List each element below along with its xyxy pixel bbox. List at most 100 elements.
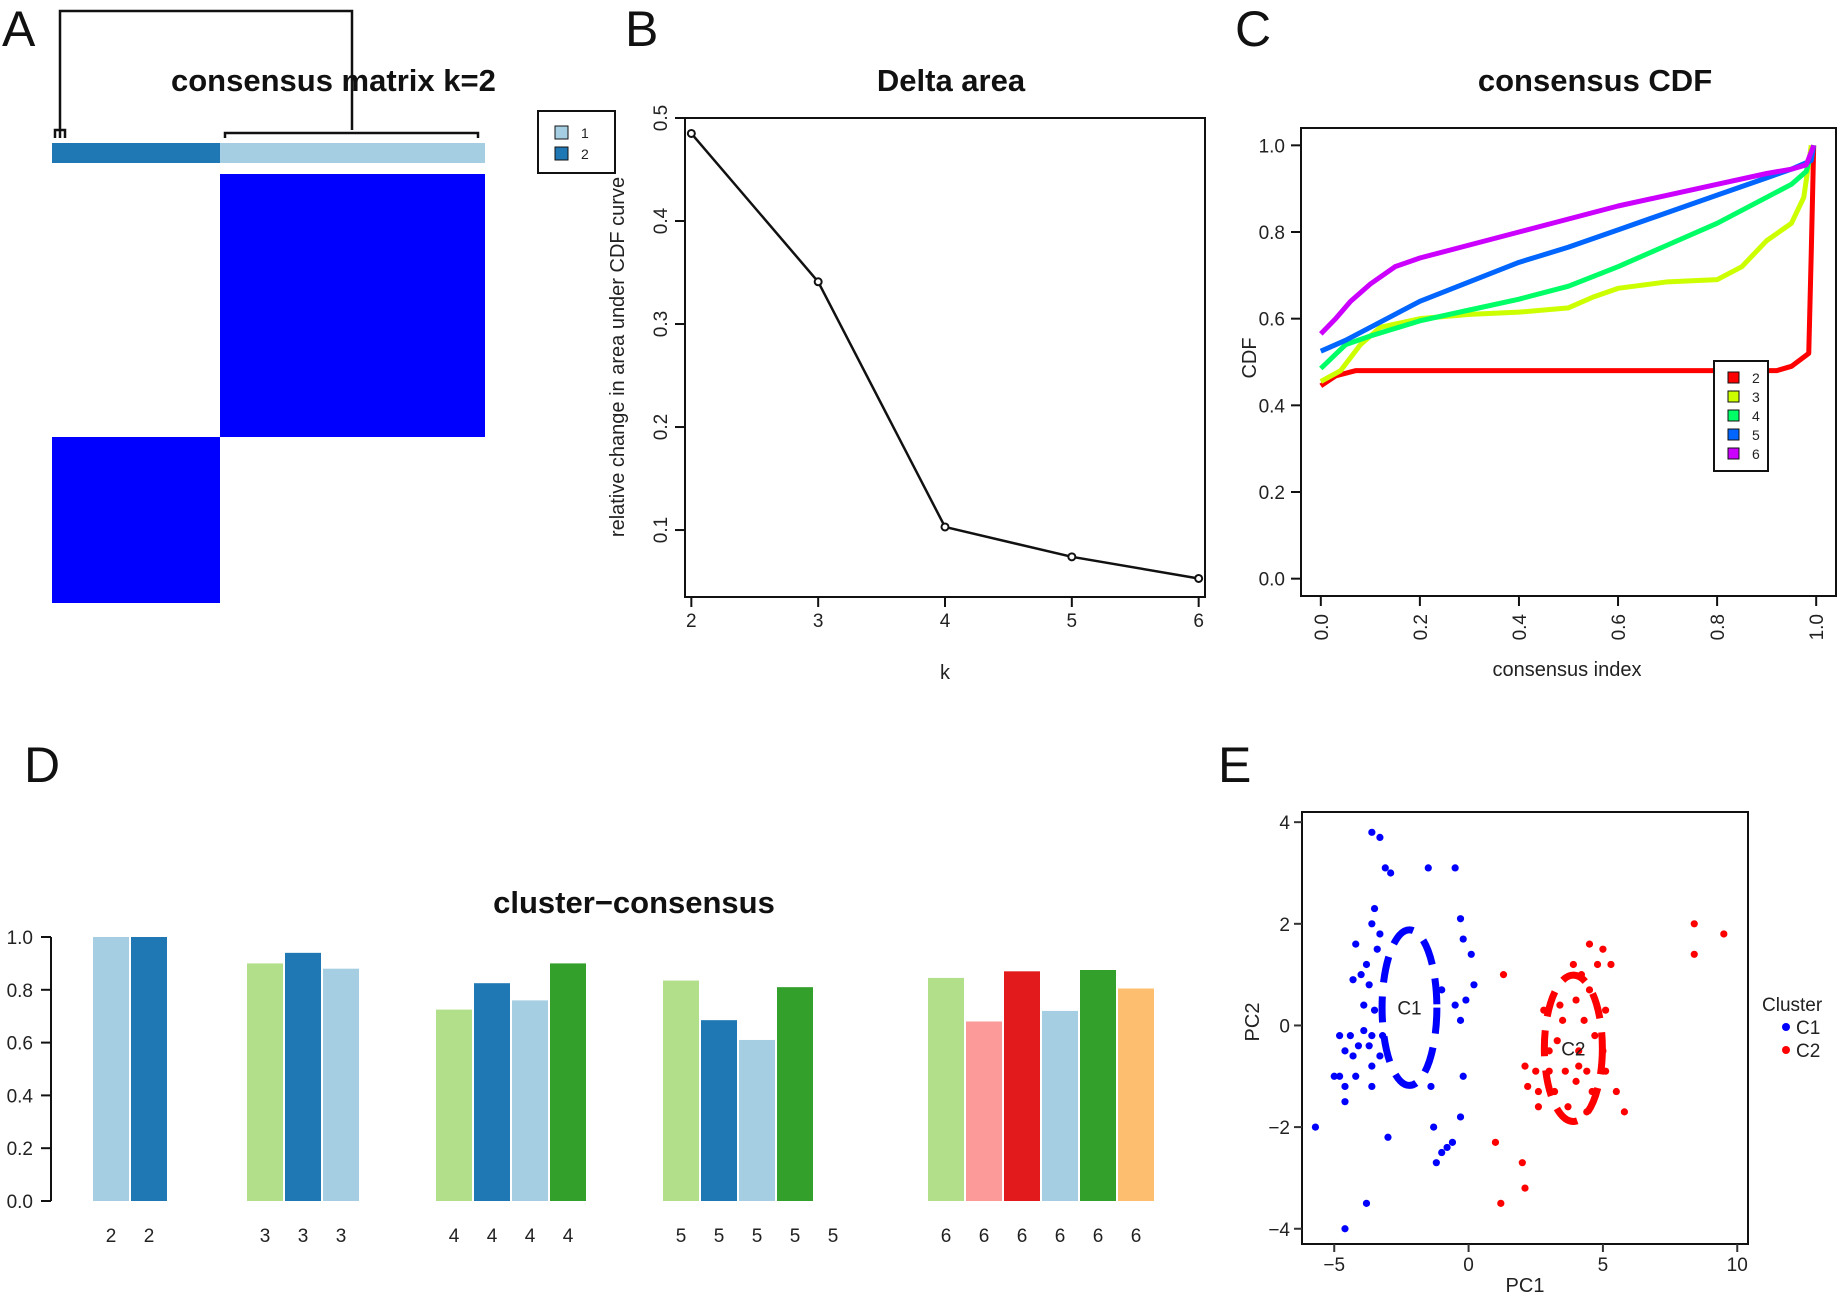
pca-point-c2	[1491, 1138, 1500, 1146]
pca-point-c2	[1575, 1047, 1583, 1055]
pca-point-c1	[1430, 1123, 1438, 1131]
pca-point-c1	[1357, 971, 1365, 979]
delta-area-ytick-label: 0.2	[651, 414, 672, 440]
pca-point-c2	[1585, 940, 1594, 948]
pca-point-c1	[1459, 1072, 1467, 1080]
consensus-bar-label: 5	[828, 1226, 839, 1247]
pca-point-c2	[1524, 1082, 1532, 1091]
pca-point-c2	[1585, 986, 1594, 994]
consensus-bar-k5	[777, 987, 813, 1201]
consensus-matrix-title: consensus matrix k=2	[171, 63, 496, 98]
pca-point-c2	[1545, 1067, 1553, 1075]
pca-point-c2	[1607, 960, 1615, 969]
legend-box	[537, 110, 616, 174]
pca-point-c2	[1518, 1159, 1526, 1167]
pca-point-c1	[1438, 1148, 1446, 1157]
consensus-bar-label: 6	[1055, 1226, 1066, 1247]
delta-area-xtick-label: 3	[813, 611, 824, 632]
pca-ytick-label: −4	[1268, 1220, 1290, 1241]
consensus-block-cluster-1	[220, 174, 485, 437]
delta-area-xlabel: k	[940, 662, 951, 684]
pca-point-c1	[1362, 960, 1371, 969]
consensus-bar-label: 6	[1131, 1226, 1142, 1247]
pca-point-c2	[1499, 971, 1508, 979]
cdf-ytick-label: 0.0	[1259, 570, 1285, 591]
pca-point-c1	[1365, 981, 1373, 989]
pca-point-c1	[1368, 920, 1376, 928]
delta-area-ytick-label: 0.3	[651, 311, 672, 337]
pca-point-c1	[1341, 1098, 1349, 1106]
consensus-bar-k6	[1118, 988, 1154, 1201]
cluster-consensus-panel: cluster−consensus 0.0 0.2 0.4 0.6 0.8 1.0 2 2 3…	[7, 885, 1154, 1247]
pca-point-c1	[1354, 1042, 1363, 1050]
pca-ytick-label: 0	[1279, 1016, 1290, 1037]
pca-point-c1	[1451, 864, 1459, 872]
pca-point-c1	[1360, 1026, 1368, 1035]
delta-area-ytick-label: 0.4	[651, 207, 672, 234]
consensus-cdf-xlabel: consensus index	[1493, 659, 1642, 681]
pca-xtick-label: 10	[1727, 1255, 1748, 1276]
cdf-ytick-label: 0.6	[1259, 310, 1285, 331]
consensus-matrix-panel: consensus matrix k=2 1 2	[52, 9, 616, 603]
consensus-bar-k3	[247, 963, 283, 1201]
cluster-annotation-2	[52, 143, 220, 163]
pca-point-c2	[1602, 1067, 1610, 1075]
consensus-bar-label: 6	[1017, 1226, 1028, 1247]
pca-point-c2	[1588, 1087, 1596, 1096]
pca-point-c2	[1564, 1103, 1572, 1111]
cdf-xtick-label: 0.0	[1312, 614, 1333, 640]
pca-point-c1	[1432, 1159, 1440, 1167]
delta-area-point	[813, 277, 823, 287]
consensus-bar-label: 5	[714, 1226, 725, 1247]
cluster-consensus-ytick-label: 0.4	[7, 1086, 34, 1107]
pca-point-c2	[1521, 1184, 1529, 1192]
pca-point-c1	[1376, 1052, 1384, 1060]
pca-point-c1	[1424, 864, 1432, 872]
pca-xtick-label: −5	[1323, 1255, 1345, 1276]
pca-point-c1	[1349, 976, 1357, 984]
consensus-bar-label: 4	[563, 1226, 574, 1247]
cdf-ytick-label: 0.4	[1259, 396, 1286, 417]
consensus-cdf-plot-frame	[1300, 127, 1837, 597]
pca-point-c2	[1720, 930, 1728, 938]
cdf-ytick-label: 0.8	[1259, 223, 1285, 244]
cdf-ytick-label: 1.0	[1259, 136, 1285, 157]
legend-label-1: 1	[581, 125, 589, 141]
pca-point-c1	[1448, 1138, 1457, 1146]
cdf-legend-label-k3: 3	[1752, 389, 1760, 405]
pca-point-c2	[1599, 1047, 1607, 1055]
pca-point-c1	[1336, 1072, 1344, 1080]
consensus-bar-k6	[1080, 970, 1116, 1201]
consensus-bar-label: 4	[487, 1226, 498, 1247]
cdf-legend-box	[1713, 360, 1769, 472]
pca-legend-dot-c2	[1782, 1046, 1790, 1054]
pca-center-label-c1: C1	[1397, 999, 1421, 1020]
pca-point-c2	[1534, 1103, 1543, 1111]
pca-point-c2	[1599, 945, 1607, 953]
pca-point-c1	[1352, 1072, 1360, 1080]
consensus-bar-label: 3	[260, 1226, 271, 1247]
delta-area-point	[686, 128, 696, 138]
pca-point-c2	[1497, 1199, 1505, 1207]
cdf-legend-label-k5: 5	[1752, 427, 1760, 443]
pca-point-c1	[1379, 1032, 1387, 1040]
delta-area-xtick-label: 5	[1067, 611, 1078, 632]
pca-point-c1	[1365, 1042, 1373, 1050]
cdf-legend-label-k4: 4	[1752, 408, 1760, 424]
cdf-xtick-label: 0.8	[1708, 614, 1729, 640]
consensus-block-cluster-2	[52, 437, 220, 603]
consensus-bar-label: 3	[336, 1226, 347, 1247]
pca-point-c1	[1381, 864, 1389, 872]
pca-point-c1	[1459, 935, 1467, 943]
consensus-bar-label: 4	[525, 1226, 536, 1247]
pca-point-c1	[1427, 1082, 1435, 1091]
pca-point-c1	[1336, 1032, 1344, 1040]
pca-point-c1	[1376, 930, 1384, 938]
pca-point-c1	[1456, 915, 1465, 923]
cluster-consensus-title: cluster−consensus	[493, 885, 775, 920]
delta-area-point	[1194, 573, 1204, 583]
consensus-cdf-ylabel: CDF	[1239, 337, 1261, 378]
cdf-xtick-label: 1.0	[1807, 614, 1828, 640]
pca-point-c1	[1346, 1032, 1354, 1040]
pca-point-c1	[1456, 1113, 1465, 1121]
